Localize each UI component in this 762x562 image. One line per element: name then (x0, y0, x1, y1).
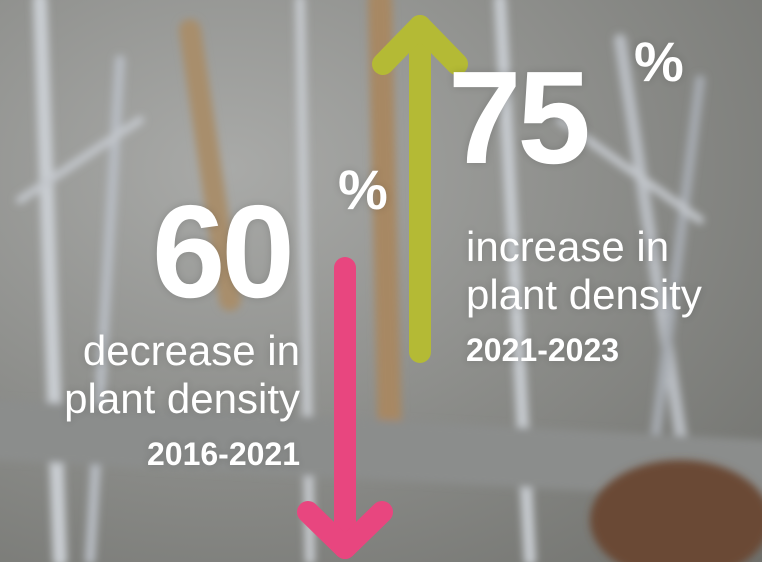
increase-arrow (383, 26, 457, 352)
stat-label: increase in (466, 226, 669, 268)
stat-unit: % (634, 34, 684, 90)
stat-unit: % (338, 162, 388, 218)
infographic: 60 % decrease in plant density 2016-2021… (0, 0, 762, 562)
stat-value: 75 (448, 52, 587, 184)
stat-value: 60 (152, 186, 291, 318)
stat-label: plant density (466, 274, 702, 316)
stat-label: plant density (64, 378, 300, 420)
stat-period: 2016-2021 (147, 438, 300, 470)
decrease-arrow (308, 268, 382, 548)
stat-label: decrease in (83, 330, 300, 372)
stat-period: 2021-2023 (466, 334, 619, 366)
